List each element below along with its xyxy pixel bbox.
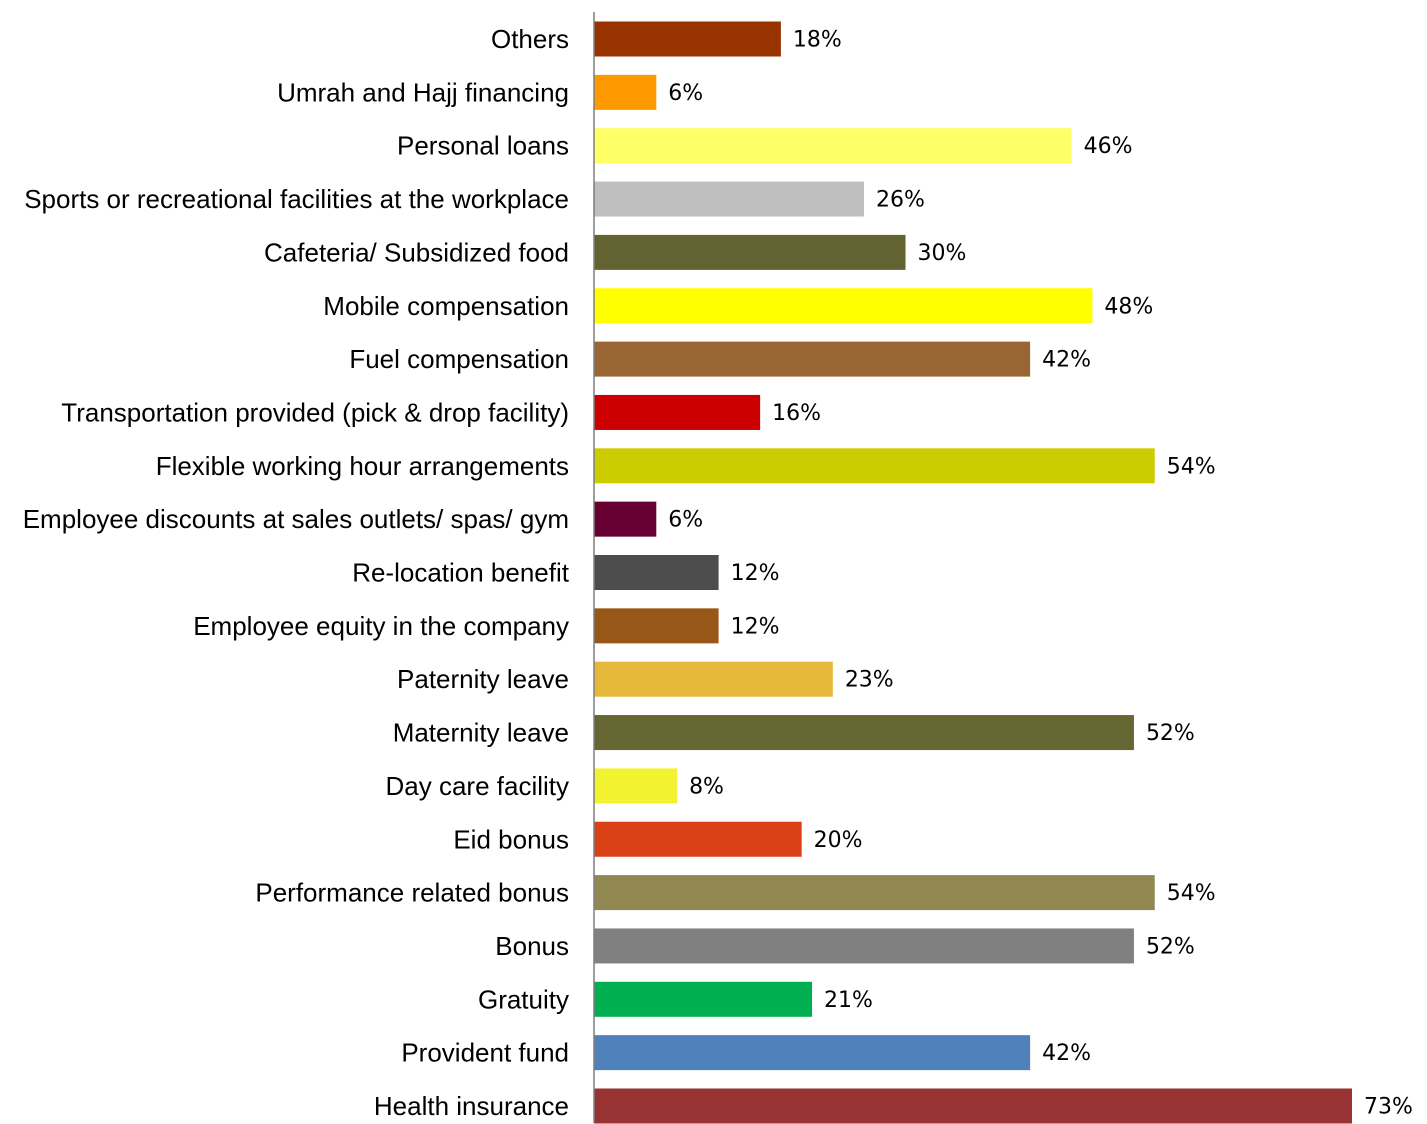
category-labels: Others Umrah and Hajj financing Personal l… [23, 24, 570, 1121]
bar-re-location-benefit [594, 555, 719, 590]
data-label-maternity-leave: 52% [1146, 721, 1195, 746]
bar-day-care-facility [594, 768, 678, 804]
category-label-umrah-and-hajj-financing: Umrah and Hajj financing [277, 77, 569, 107]
bar-maternity-leave [594, 715, 1134, 751]
data-label-cafeteria-subsidized-food: 30% [918, 241, 967, 266]
category-label-employee-discounts-at-sales-outlets-spas-gym: Employee discounts at sales outlets/ spa… [23, 504, 569, 534]
data-label-day-care-facility: 8% [689, 774, 724, 799]
category-label-maternity-leave: Maternity leave [393, 718, 569, 748]
data-label-umrah-and-hajj-financing: 6% [668, 81, 703, 106]
data-label-health-insurance: 73% [1364, 1095, 1413, 1120]
category-label-personal-loans: Personal loans [397, 131, 569, 161]
data-label-transportation-provided-pick-drop-facility: 16% [772, 401, 821, 426]
category-label-cafeteria-subsidized-food: Cafeteria/ Subsidized food [264, 237, 569, 267]
bar-gratuity [594, 981, 813, 1017]
data-label-re-location-benefit: 12% [731, 561, 780, 586]
category-label-employee-equity-in-the-company: Employee equity in the company [193, 611, 569, 641]
bar-health-insurance [594, 1088, 1352, 1124]
category-label-transportation-provided-pick-drop-facility: Transportation provided (pick & drop fac… [61, 397, 569, 427]
data-label-paternity-leave: 23% [845, 668, 894, 693]
bar-fuel-compensation [594, 341, 1031, 377]
bar-employee-discounts-at-sales-outlets-spas-gym [594, 501, 657, 537]
bar-cafeteria-subsidized-food [594, 234, 906, 270]
bar-mobile-compensation [594, 288, 1093, 324]
data-label-others: 18% [793, 28, 842, 53]
category-label-health-insurance: Health insurance [374, 1091, 569, 1121]
data-label-mobile-compensation: 48% [1104, 294, 1153, 319]
bar-paternity-leave [594, 661, 833, 697]
category-label-sports-or-recreational-facilities-at-the-workplace: Sports or recreational facilities at the… [24, 184, 569, 214]
bar-provident-fund [594, 1035, 1031, 1071]
data-label-gratuity: 21% [824, 988, 873, 1013]
category-label-bonus: Bonus [495, 931, 569, 961]
bar-personal-loans [594, 128, 1072, 164]
bar-others [594, 21, 781, 57]
bar-umrah-and-hajj-financing [594, 74, 657, 110]
data-labels: 18% 6% 46% 26% 30% 48% 42% 16% 54% 6% 12% 12% 23% 52%… [668, 28, 1413, 1120]
data-label-employee-discounts-at-sales-outlets-spas-gym: 6% [668, 508, 703, 533]
category-label-others: Others [491, 24, 569, 54]
bar-bonus [594, 928, 1134, 964]
category-label-performance-related-bonus: Performance related bonus [255, 878, 569, 908]
category-label-flexible-working-hour-arrangements: Flexible working hour arrangements [156, 451, 569, 481]
bar-performance-related-bonus [594, 875, 1155, 911]
data-label-personal-loans: 46% [1084, 134, 1133, 159]
data-label-performance-related-bonus: 54% [1167, 881, 1216, 906]
data-label-sports-or-recreational-facilities-at-the-workplace: 26% [876, 188, 925, 213]
bar-sports-or-recreational-facilities-at-the-workplace [594, 181, 864, 217]
bars-group [594, 21, 1352, 1124]
data-label-employee-equity-in-the-company: 12% [731, 614, 780, 639]
category-label-provident-fund: Provident fund [401, 1038, 569, 1068]
bar-flexible-working-hour-arrangements [594, 448, 1155, 484]
data-label-eid-bonus: 20% [814, 828, 863, 853]
category-label-fuel-compensation: Fuel compensation [349, 344, 569, 374]
category-label-re-location-benefit: Re-location benefit [352, 558, 570, 588]
category-label-day-care-facility: Day care facility [386, 771, 570, 801]
bar-eid-bonus [594, 821, 802, 857]
category-label-eid-bonus: Eid bonus [453, 824, 569, 854]
data-label-flexible-working-hour-arrangements: 54% [1167, 454, 1216, 479]
bar-employee-equity-in-the-company [594, 608, 719, 644]
bar-transportation-provided-pick-drop-facility [594, 394, 761, 430]
data-label-fuel-compensation: 42% [1042, 348, 1091, 373]
category-label-paternity-leave: Paternity leave [397, 664, 569, 694]
data-label-provident-fund: 42% [1042, 1041, 1091, 1066]
category-label-gratuity: Gratuity [478, 984, 569, 1014]
data-label-bonus: 52% [1146, 934, 1195, 959]
category-label-mobile-compensation: Mobile compensation [323, 291, 569, 321]
